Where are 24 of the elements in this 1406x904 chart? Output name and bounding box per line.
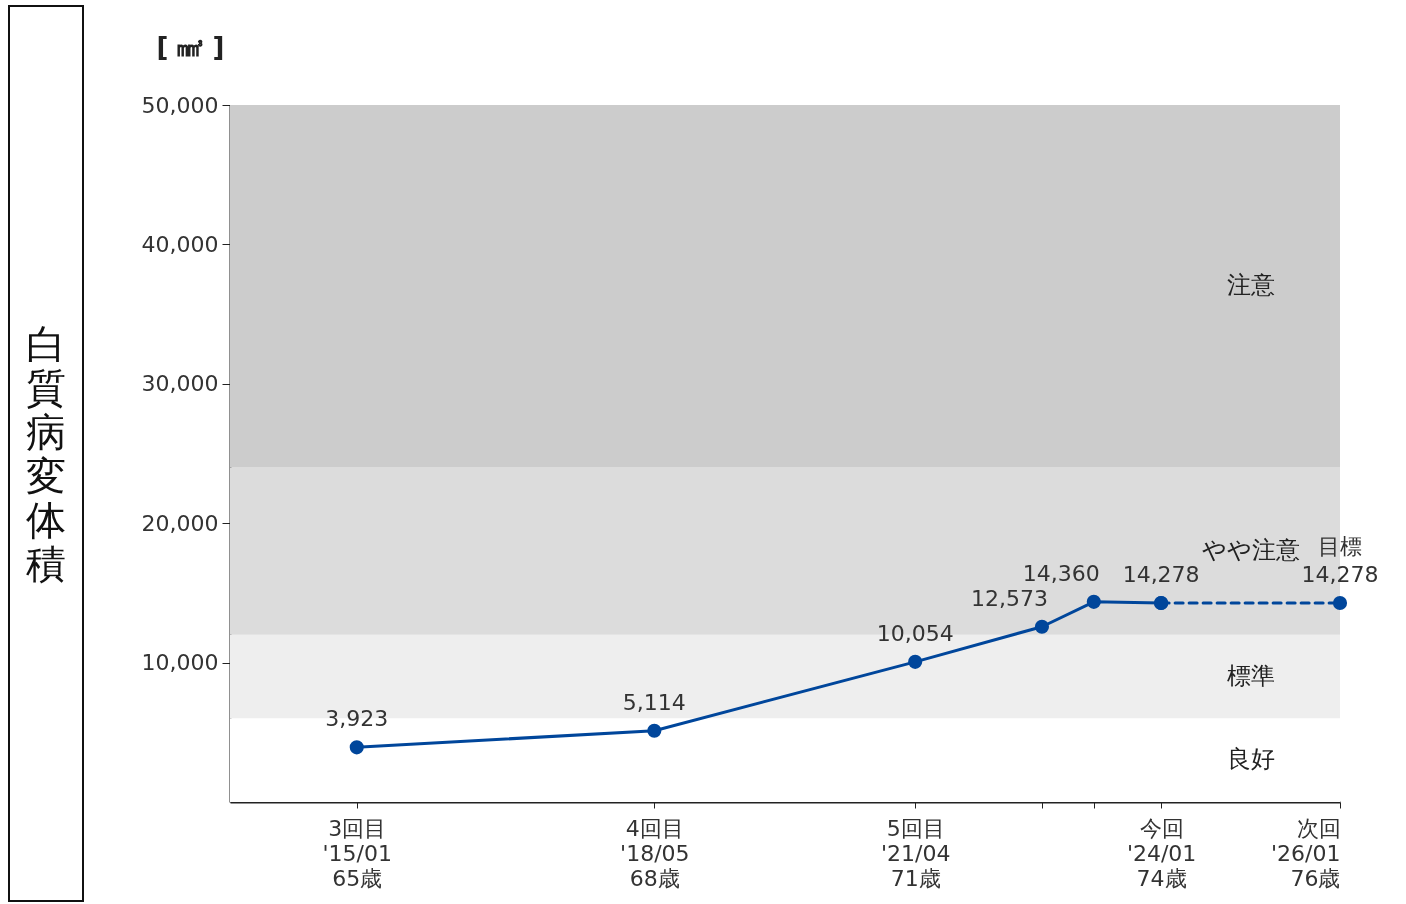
- band-label: 標準: [1227, 661, 1276, 690]
- data-label: 10,054: [876, 620, 954, 646]
- y-tick-label: 40,000: [141, 231, 219, 257]
- annotation: 目標: [1318, 533, 1362, 559]
- x-tick-label: 5回目 '21/04 71歳: [880, 815, 951, 891]
- y-tick-label: 10,000: [141, 650, 219, 676]
- data-label: 14,278: [1122, 561, 1200, 587]
- x-tick-label: 4回目 '18/05 68歳: [620, 815, 690, 891]
- x-tick-label: 3回目 '15/01 65歳: [322, 815, 392, 891]
- x-tick-label: 次回 '26/01 76歳: [1271, 815, 1341, 891]
- y-axis-title: [ ㎣ ]: [156, 31, 225, 62]
- band-label: やや注意: [1202, 536, 1301, 565]
- y-tick-label: 50,000: [141, 92, 219, 118]
- data-label: 5,114: [622, 689, 686, 715]
- data-label: 14,360: [1022, 560, 1100, 586]
- x-tick-label: 今回 '24/01 74歳: [1126, 815, 1197, 891]
- band-label: 良好: [1227, 745, 1276, 774]
- y-tick-label: 30,000: [141, 371, 219, 397]
- band-label: 注意: [1227, 271, 1276, 300]
- y-tick-label: 20,000: [141, 510, 219, 536]
- text: 白質病変体積: [25, 320, 67, 587]
- data-label: 3,923: [325, 706, 389, 732]
- data-label: 14,278: [1301, 561, 1379, 587]
- data-label: 12,573: [970, 585, 1048, 611]
